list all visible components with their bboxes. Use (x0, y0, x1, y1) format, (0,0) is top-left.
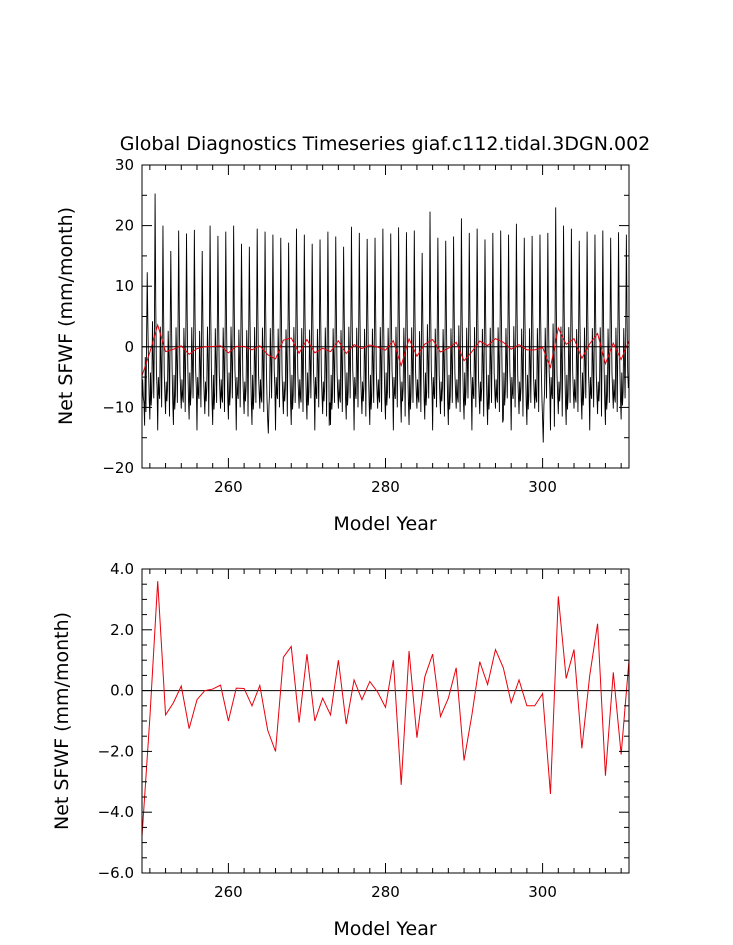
plot-frame (141, 568, 630, 874)
y-tick-label: 10 (115, 277, 134, 295)
x-tick-label: 280 (371, 883, 400, 901)
y-tick-label: 0.0 (110, 682, 134, 700)
x-tick-label: 280 (371, 478, 400, 496)
y-tick-label: 30 (115, 156, 134, 174)
x-axis-label: Model Year (333, 513, 437, 535)
y-tick-label: −6.0 (98, 864, 134, 882)
y-tick-label: −20 (102, 459, 134, 477)
panel-bottom-annual: 260 280 300 −6.0 −4.0 −2.0 0.0 2.0 4.0 Model Yea… (51, 560, 630, 940)
panel-top-monthly: Global Diagnostics Timeseries giaf.c112.… (55, 133, 650, 535)
y-axis-label: Net SFWF (mm/month) (51, 612, 73, 830)
plot-area (141, 193, 630, 443)
y-tick-label: 20 (115, 217, 134, 235)
y-tick-label: −4.0 (98, 803, 134, 821)
axis-ticks: 260 280 300 −6.0 −4.0 −2.0 0.0 2.0 4.0 (98, 560, 629, 901)
x-tick-label: 300 (528, 883, 557, 901)
y-tick-label: 0 (124, 338, 134, 356)
x-tick-label: 260 (214, 883, 243, 901)
plot-area (141, 581, 630, 837)
x-axis-label: Model Year (333, 918, 437, 940)
axis-ticks: 260 280 300 −20 −10 0 10 20 30 (102, 156, 629, 496)
x-tick-label: 300 (528, 478, 557, 496)
y-tick-label: 4.0 (110, 560, 134, 578)
y-axis-label: Net SFWF (mm/month) (55, 207, 77, 425)
chart-title: Global Diagnostics Timeseries giaf.c112.… (120, 133, 651, 155)
series-line-monthly (141, 193, 629, 443)
y-tick-label: −2.0 (98, 742, 134, 760)
y-tick-label: −10 (102, 398, 134, 416)
x-tick-label: 260 (214, 478, 243, 496)
y-tick-label: 2.0 (110, 621, 134, 639)
series-line-annual-mean (141, 581, 630, 837)
series-line-annual-mean (141, 323, 630, 377)
